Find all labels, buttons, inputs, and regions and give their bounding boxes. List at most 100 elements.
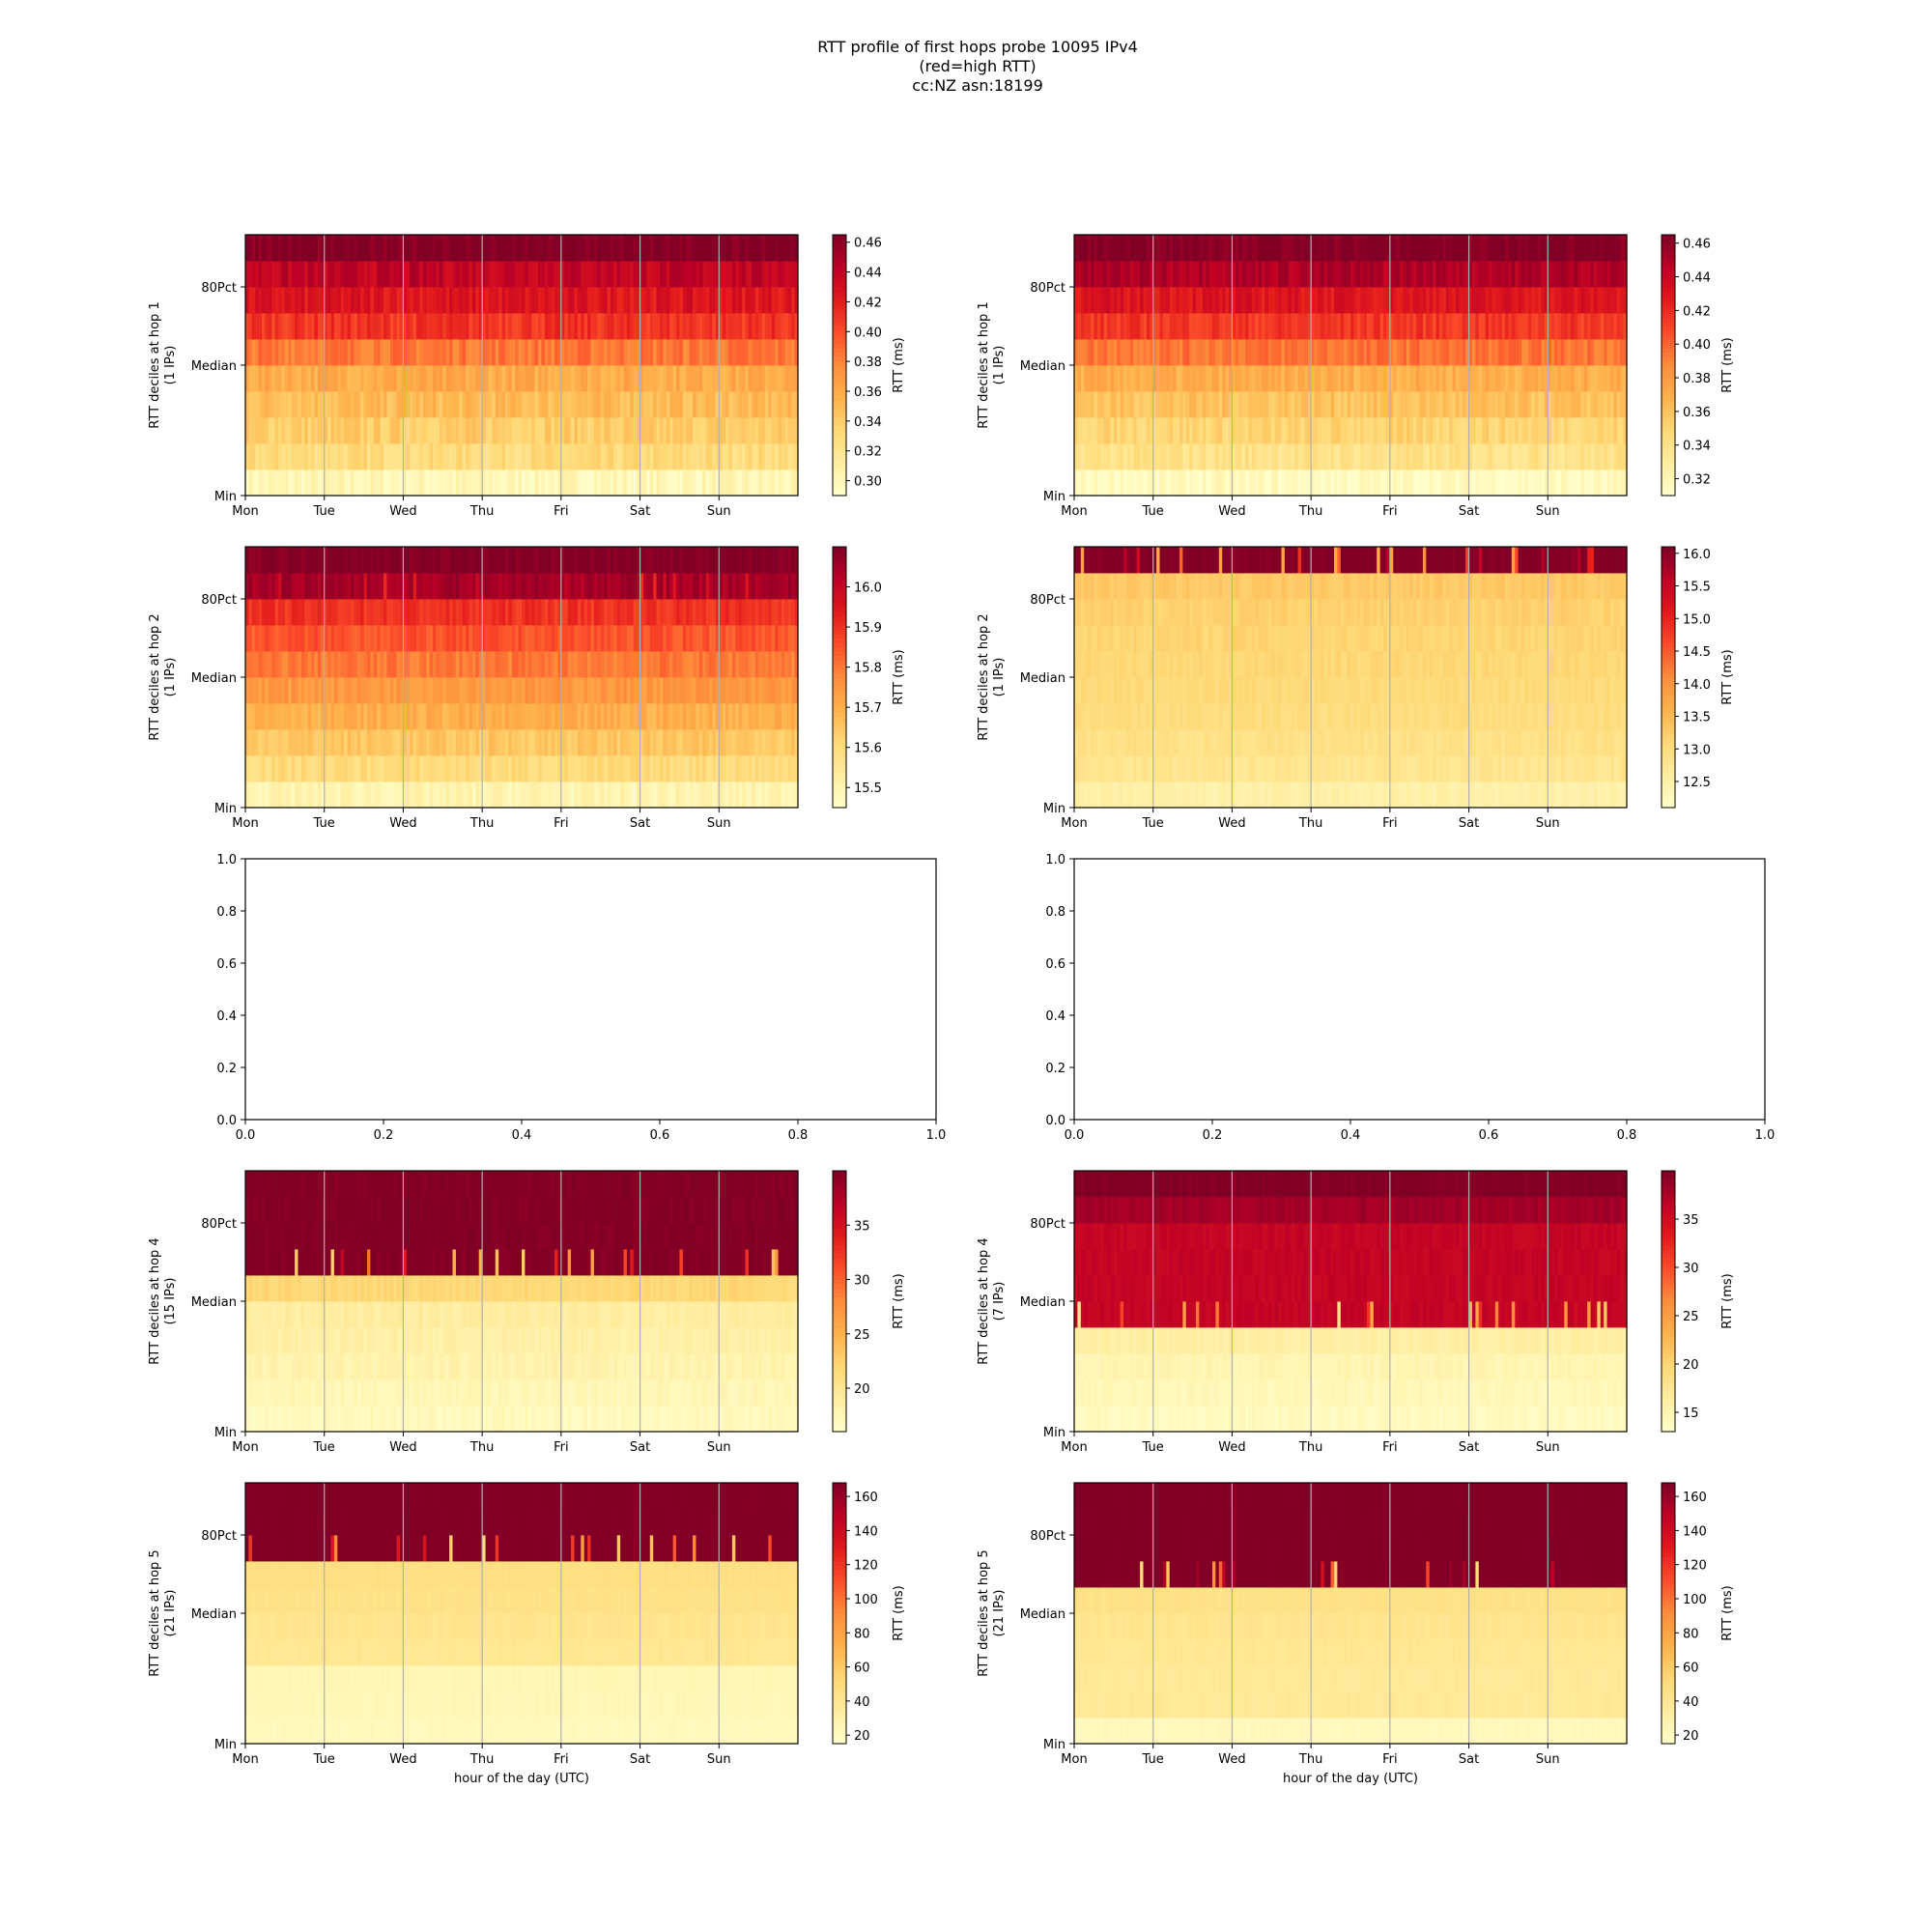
heatmap-cell [265, 235, 270, 262]
heatmap-cell [742, 417, 747, 444]
heatmap-cell [262, 391, 267, 418]
heatmap-cell [1379, 339, 1384, 366]
heatmap-cell [410, 235, 414, 262]
heatmap-cell [1311, 339, 1316, 366]
colorbar-tick-label: 0.32 [1683, 473, 1711, 488]
heatmap-cell [731, 677, 736, 704]
heatmap-cell [676, 313, 681, 340]
heatmap-cell [1515, 235, 1520, 262]
heatmap-cell [583, 417, 588, 444]
heatmap-cell [1389, 339, 1394, 366]
heatmap-cell [488, 469, 493, 497]
heatmap-cell [245, 729, 249, 756]
heatmap-cell [593, 599, 598, 626]
heatmap-cell [295, 625, 299, 652]
heatmap-cell [1409, 417, 1414, 444]
heatmap-cell [433, 391, 438, 418]
heatmap-cell [1140, 287, 1145, 314]
heatmap-cell [672, 703, 677, 730]
heatmap-cell [1333, 313, 1338, 340]
heatmap-cell [787, 339, 792, 366]
heatmap-cell [1623, 287, 1628, 314]
heatmap-cell [554, 287, 559, 314]
heatmap-cell [384, 391, 387, 418]
heatmap-cell [360, 287, 365, 314]
heatmap-cell [1347, 391, 1351, 418]
heatmap-cell [314, 365, 319, 392]
heatmap-cell [698, 443, 703, 470]
heatmap-cell [531, 287, 536, 314]
heatmap-cell [748, 651, 753, 678]
heatmap-cell [712, 755, 717, 782]
heatmap-cell [653, 677, 658, 704]
heatmap-cell [1363, 261, 1368, 288]
heatmap-cell [1317, 443, 1321, 470]
heatmap-cell [327, 365, 332, 392]
heatmap-cell [1344, 469, 1349, 497]
heatmap-cell [511, 235, 516, 262]
heatmap-cell [761, 443, 766, 470]
heatmap-cell [360, 417, 365, 444]
heatmap-cell [389, 599, 394, 626]
heatmap-cell [511, 781, 516, 809]
heatmap-cell [433, 677, 438, 704]
heatmap-cell [300, 651, 305, 678]
heatmap-cell [1337, 339, 1342, 366]
heatmap-cell [366, 677, 371, 704]
heatmap-cell [1195, 235, 1200, 262]
heatmap-cell [1255, 313, 1260, 340]
heatmap-cell [268, 755, 272, 782]
heatmap-cell [656, 287, 661, 314]
heatmap-cell [583, 781, 588, 809]
heatmap-cell [333, 703, 338, 730]
heatmap-cell [295, 365, 299, 392]
heatmap-cell [354, 573, 358, 600]
heatmap-cell [656, 599, 661, 626]
heatmap-cell [482, 625, 487, 652]
heatmap-cell [1494, 261, 1499, 288]
heatmap-cell [761, 339, 766, 366]
heatmap-cell [1445, 313, 1450, 340]
heatmap-cell [291, 365, 296, 392]
heatmap-cell [593, 261, 598, 288]
heatmap-cell [1087, 469, 1092, 497]
heatmap-cell [1080, 417, 1085, 444]
heatmap-cell [525, 755, 529, 782]
heatmap-cell [377, 599, 382, 626]
heatmap-cell [1321, 391, 1325, 418]
heatmap-cell [360, 339, 365, 366]
colorbar-segment [833, 421, 846, 427]
heatmap-cell [525, 417, 529, 444]
colorbar-segment [1662, 287, 1675, 293]
heatmap-cell [649, 261, 654, 288]
heatmap-cell [396, 365, 401, 392]
heatmap-cell [778, 677, 782, 704]
heatmap-cell [337, 651, 342, 678]
heatmap-cell [360, 469, 365, 497]
heatmap-cell [1429, 417, 1434, 444]
heatmap-cell [268, 287, 272, 314]
heatmap-cell [794, 677, 799, 704]
heatmap-cell [731, 235, 736, 262]
heatmap-cell [1593, 287, 1598, 314]
heatmap-cell [1094, 235, 1098, 262]
heatmap-cell [304, 651, 309, 678]
heatmap-cell [1350, 313, 1354, 340]
heatmap-cell [1606, 391, 1611, 418]
heatmap-cell [344, 443, 349, 470]
heatmap-cell [304, 599, 309, 626]
colorbar-segment [1662, 447, 1675, 453]
heatmap-cell [393, 365, 398, 392]
heatmap-cell [1212, 287, 1216, 314]
heatmap-cell [354, 391, 358, 418]
heatmap-cell [1333, 287, 1338, 314]
heatmap-cell [1377, 339, 1381, 366]
heatmap-cell [1225, 417, 1230, 444]
heatmap-cell [291, 729, 296, 756]
heatmap-cell [761, 677, 766, 704]
colorbar-segment [833, 304, 846, 310]
heatmap-cell [560, 729, 565, 756]
heatmap-cell [1452, 261, 1457, 288]
heatmap-cell [735, 235, 740, 262]
heatmap-cell [1176, 391, 1180, 418]
